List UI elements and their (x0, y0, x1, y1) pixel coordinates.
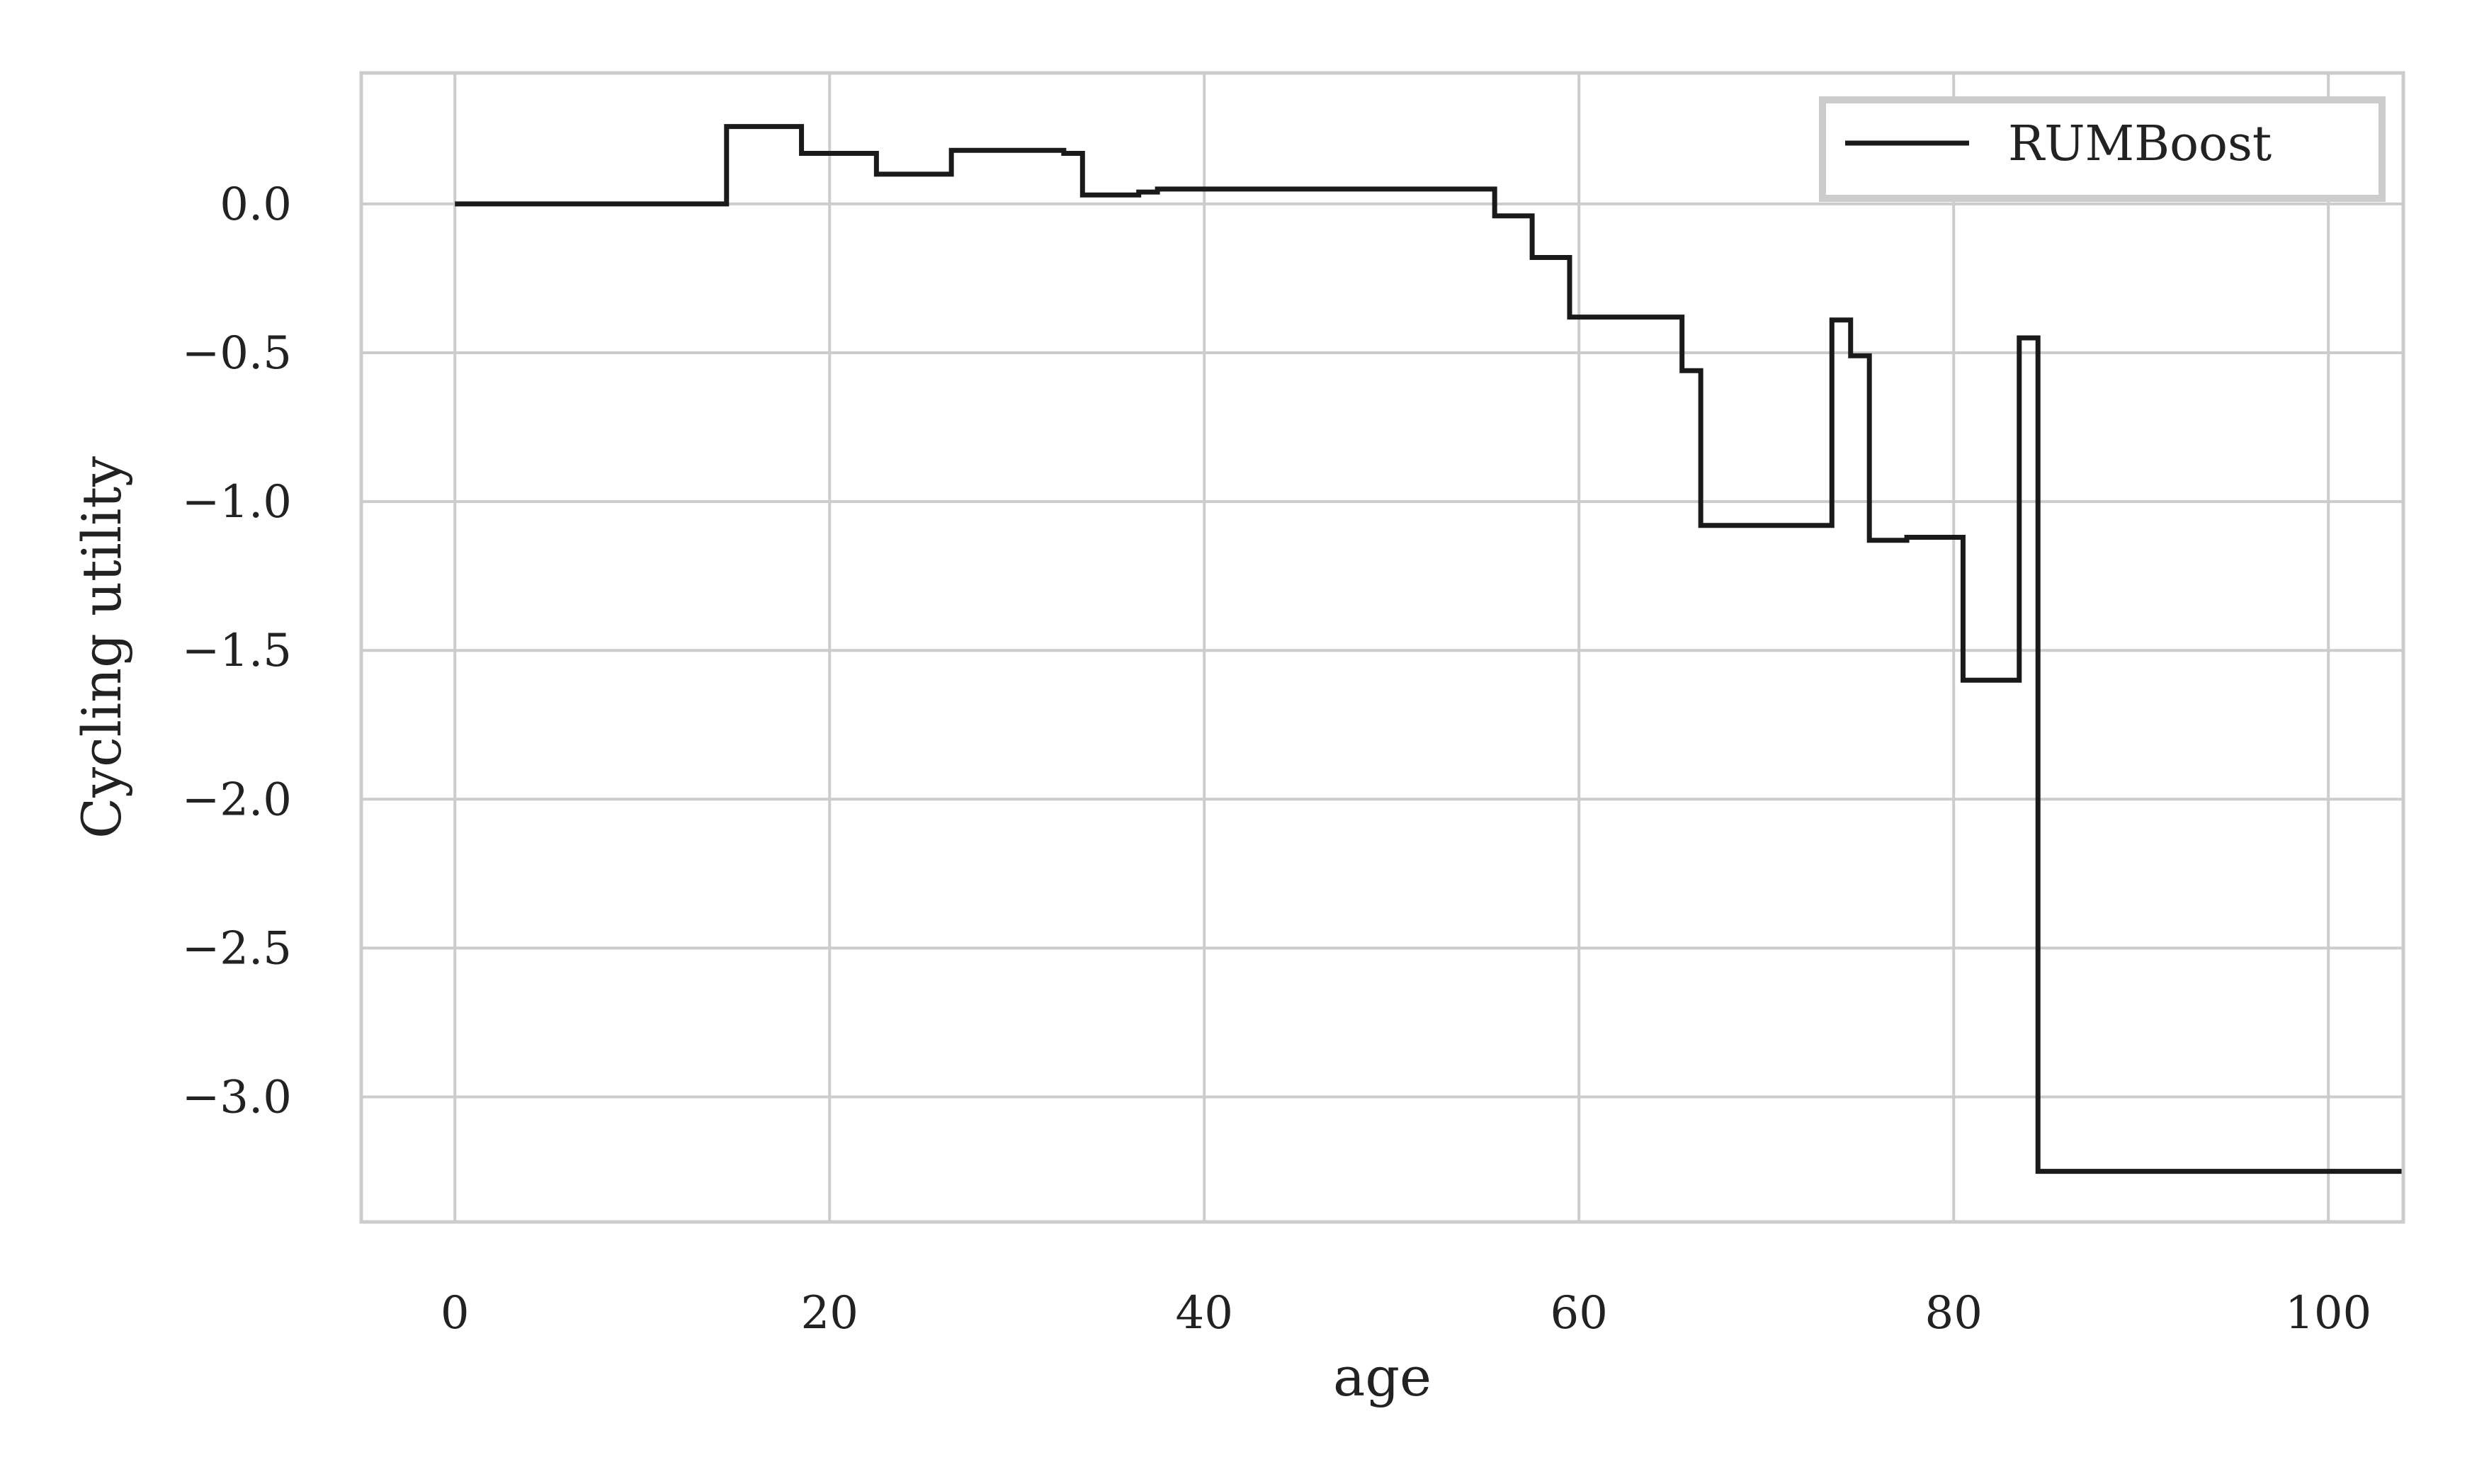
plot-frame (359, 71, 2405, 1224)
y-tick-label-5: −2.5 (182, 922, 292, 975)
gridlines (361, 73, 2403, 1222)
y-axis-title: Cycling utility (70, 456, 133, 839)
y-tick-label-3: −1.5 (182, 625, 292, 677)
x-tick-label-5: 100 (2285, 1287, 2371, 1339)
x-tick-label-0: 0 (441, 1287, 470, 1339)
legend-box (1819, 96, 2386, 202)
x-tick-label-2: 40 (1176, 1287, 1233, 1339)
x-tick-label-3: 60 (1550, 1287, 1608, 1339)
y-axis-tick-labels: 0.0 −0.5 −1.0 −1.5 −2.0 −2.5 −3.0 (182, 179, 292, 1124)
y-tick-label-2: −1.0 (182, 476, 292, 528)
x-tick-label-4: 80 (1924, 1287, 1982, 1339)
x-axis-title: age (1333, 1345, 1431, 1408)
series-line-rumboost (455, 124, 2403, 1174)
y-tick-label-0: 0.0 (220, 179, 292, 231)
y-tick-label-6: −3.0 (182, 1072, 292, 1124)
legend: RUMBoost (1819, 96, 2386, 202)
x-tick-label-1: 20 (801, 1287, 858, 1339)
x-axis-tick-labels: 0 20 40 60 80 100 (441, 1287, 2371, 1339)
y-tick-label-1: −0.5 (182, 327, 292, 380)
y-tick-label-4: −2.0 (182, 774, 292, 826)
series-lines (455, 124, 2403, 1174)
legend-label-rumboost: RUMBoost (2008, 116, 2272, 172)
